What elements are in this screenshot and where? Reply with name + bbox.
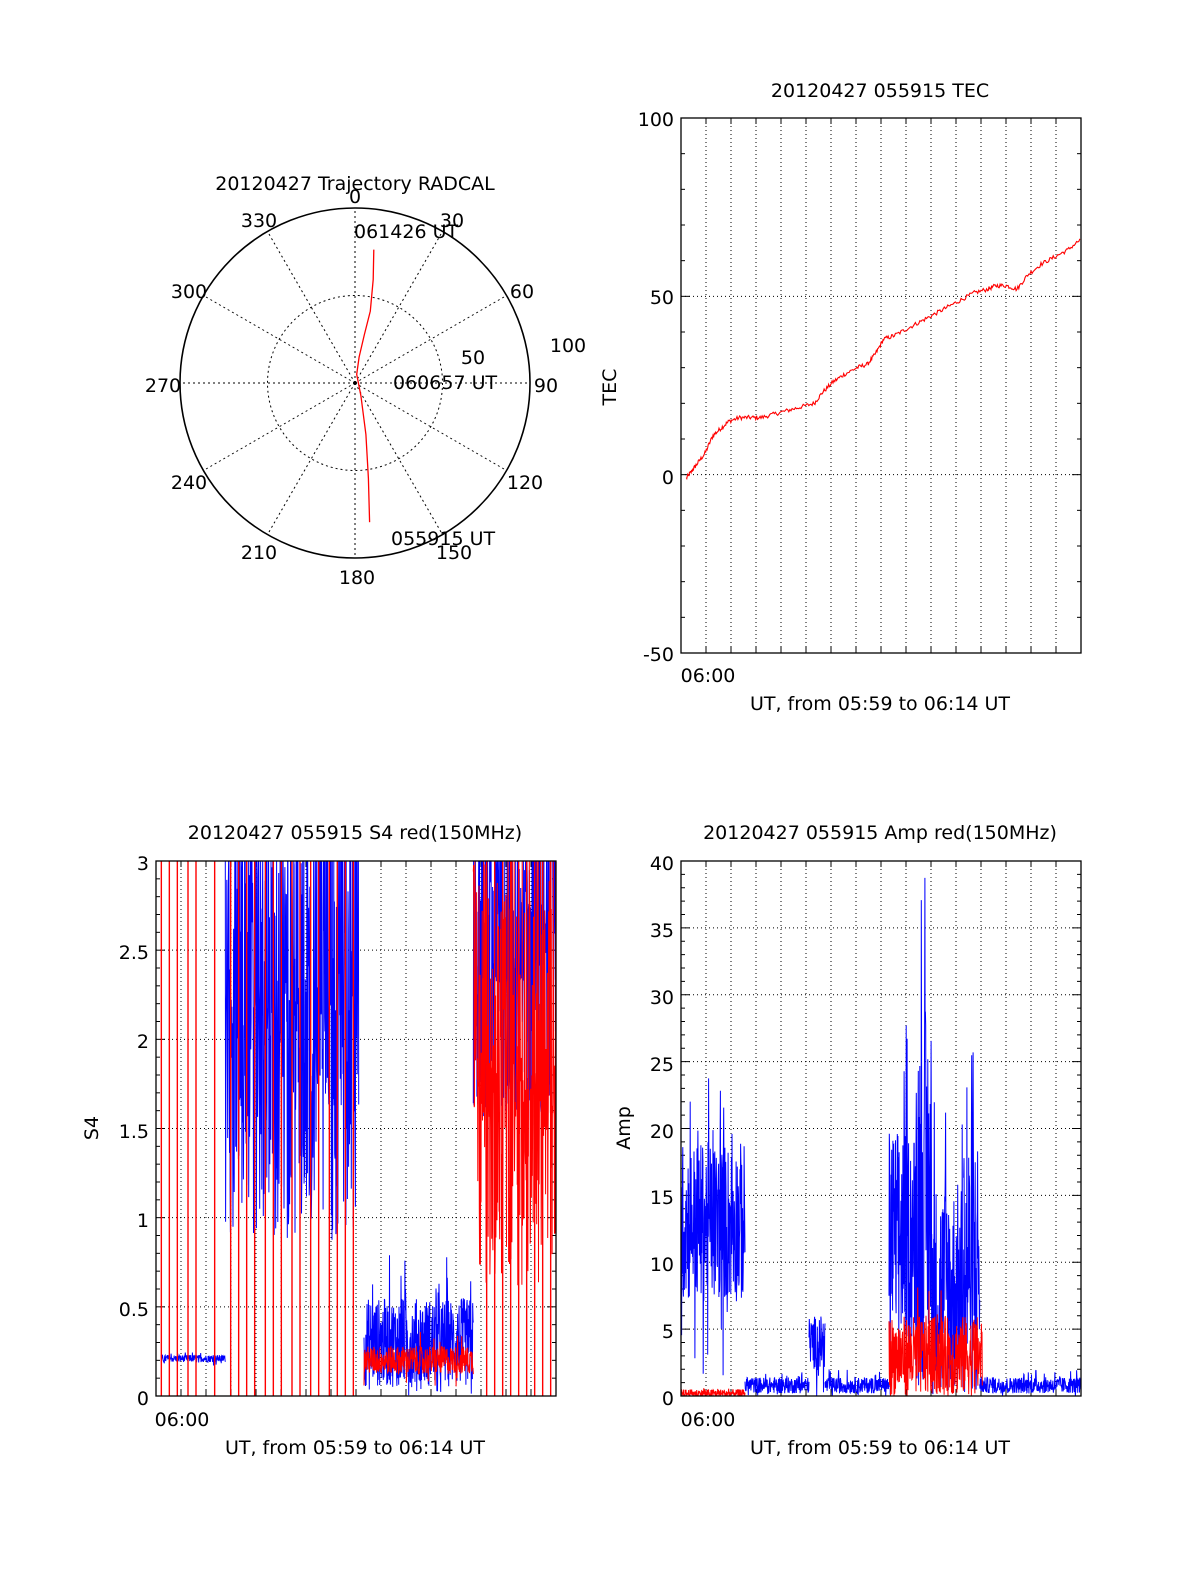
angle-label: 300 xyxy=(171,281,207,303)
angle-label: 120 xyxy=(507,472,543,494)
s4-ylabel: S4 xyxy=(81,1116,103,1140)
polar-grid xyxy=(179,207,531,559)
angle-label: 210 xyxy=(241,542,277,564)
trajectory-annotation: 055915 UT xyxy=(391,528,495,550)
amp-ytick-label: 10 xyxy=(650,1254,674,1276)
s4-ytick-label: 1 xyxy=(137,1210,149,1232)
radius-label: 100 xyxy=(550,335,586,357)
polar-outer-ring xyxy=(179,207,531,559)
axis-ticks xyxy=(680,860,1082,1397)
polar-spoke xyxy=(354,295,507,384)
series-red xyxy=(160,861,556,1396)
tec-ytick-label: 100 xyxy=(638,109,674,131)
series-line xyxy=(685,238,1081,481)
polar-spoke xyxy=(267,231,356,384)
s4-ytick-label: 2 xyxy=(137,1031,149,1053)
polar-spoke xyxy=(203,382,356,471)
amp-title: 20120427 055915 Amp red(150MHz) xyxy=(703,822,1057,844)
amp-ytick-label: 40 xyxy=(650,853,674,875)
plot-frame xyxy=(680,860,1082,1397)
series-segment xyxy=(681,1388,746,1396)
tec-ytick-label: -50 xyxy=(643,644,674,666)
series-blue xyxy=(681,877,1081,1396)
tec-title: 20120427 055915 TEC xyxy=(771,80,989,102)
polar-angle-labels: 0 30 60 90 120 150 180 210 240 270 300 3… xyxy=(145,186,558,589)
polar-spoke xyxy=(354,382,443,535)
angle-label: 30 xyxy=(440,210,464,232)
tec-panel: 20120427 055915 TEC TEC UT, from 05:59 t… xyxy=(599,80,1082,715)
amp-ytick-label: 0 xyxy=(662,1388,674,1410)
angle-label: 330 xyxy=(241,210,277,232)
series-segment xyxy=(744,1372,810,1396)
grid-lines xyxy=(681,860,1081,1397)
series-segment xyxy=(888,1287,983,1396)
polar-title: 20120427 Trajectory RADCAL xyxy=(215,173,495,195)
s4-ytick-label: 1.5 xyxy=(119,1121,149,1143)
amp-ytick-label: 20 xyxy=(650,1121,674,1143)
trajectory-annotation: 061426 UT xyxy=(354,221,458,243)
trajectory-annotation: 060657 UT xyxy=(393,372,497,394)
polar-spoke xyxy=(354,382,507,471)
amp-ytick-label: 35 xyxy=(650,920,674,942)
series-segment xyxy=(963,1052,981,1393)
tec-ylabel: TEC xyxy=(599,369,621,407)
s4-xtick-label: 06:00 xyxy=(155,1409,210,1431)
s4-ytick-label: 2.5 xyxy=(119,942,149,964)
angle-label: 60 xyxy=(510,281,534,303)
polar-spoke xyxy=(203,295,356,384)
plot-frame xyxy=(680,117,1082,654)
amp-ytick-label: 5 xyxy=(662,1321,674,1343)
angle-label: 90 xyxy=(534,375,558,397)
amp-ylabel: Amp xyxy=(613,1106,635,1150)
angle-label: 150 xyxy=(436,542,472,564)
s4-ytick-label: 0 xyxy=(137,1388,149,1410)
s4-panel: 20120427 055915 S4 red(150MHz) S4 UT, fr… xyxy=(81,822,557,1459)
series-segment xyxy=(979,1369,1081,1396)
series-segment xyxy=(824,1369,890,1396)
s4-ytick-label: 3 xyxy=(137,853,149,875)
series-segment xyxy=(681,1078,746,1376)
polar-trajectory-panel: 20120427 Trajectory RADCAL 0 30 60 90 12… xyxy=(145,173,586,589)
angle-label: 270 xyxy=(145,375,181,397)
angle-label: 180 xyxy=(339,567,375,589)
s4-title: 20120427 055915 S4 red(150MHz) xyxy=(188,822,522,844)
series-segment xyxy=(808,1316,826,1396)
series-segment xyxy=(363,1331,474,1387)
s4-xlabel: UT, from 05:59 to 06:14 UT xyxy=(225,1437,485,1459)
amp-ytick-label: 30 xyxy=(650,987,674,1009)
amp-ytick-label: 15 xyxy=(650,1187,674,1209)
amp-xlabel: UT, from 05:59 to 06:14 UT xyxy=(750,1437,1010,1459)
series-segment xyxy=(472,861,556,1286)
tec-xlabel: UT, from 05:59 to 06:14 UT xyxy=(750,693,1010,715)
series-segment xyxy=(888,1025,917,1395)
plot-frame xyxy=(155,860,557,1397)
tec-xtick-label: 06:00 xyxy=(681,665,736,687)
angle-label: 0 xyxy=(349,186,361,208)
amp-ytick-label: 25 xyxy=(650,1054,674,1076)
trajectory-line xyxy=(356,249,375,523)
polar-grid-ring xyxy=(267,295,443,471)
amp-xtick-label: 06:00 xyxy=(681,1409,736,1431)
angle-label: 240 xyxy=(171,472,207,494)
tec-ytick-label: 50 xyxy=(650,287,674,309)
radius-label: 50 xyxy=(461,347,485,369)
grid-lines xyxy=(681,117,1081,654)
polar-spoke xyxy=(267,382,356,535)
amp-panel: 20120427 055915 Amp red(150MHz) Amp UT, … xyxy=(613,822,1082,1459)
series-segment xyxy=(160,1352,226,1366)
series-red xyxy=(685,238,1081,481)
tec-ytick-label: 0 xyxy=(662,467,674,489)
s4-ytick-label: 0.5 xyxy=(119,1299,149,1321)
polar-spoke xyxy=(354,231,443,384)
